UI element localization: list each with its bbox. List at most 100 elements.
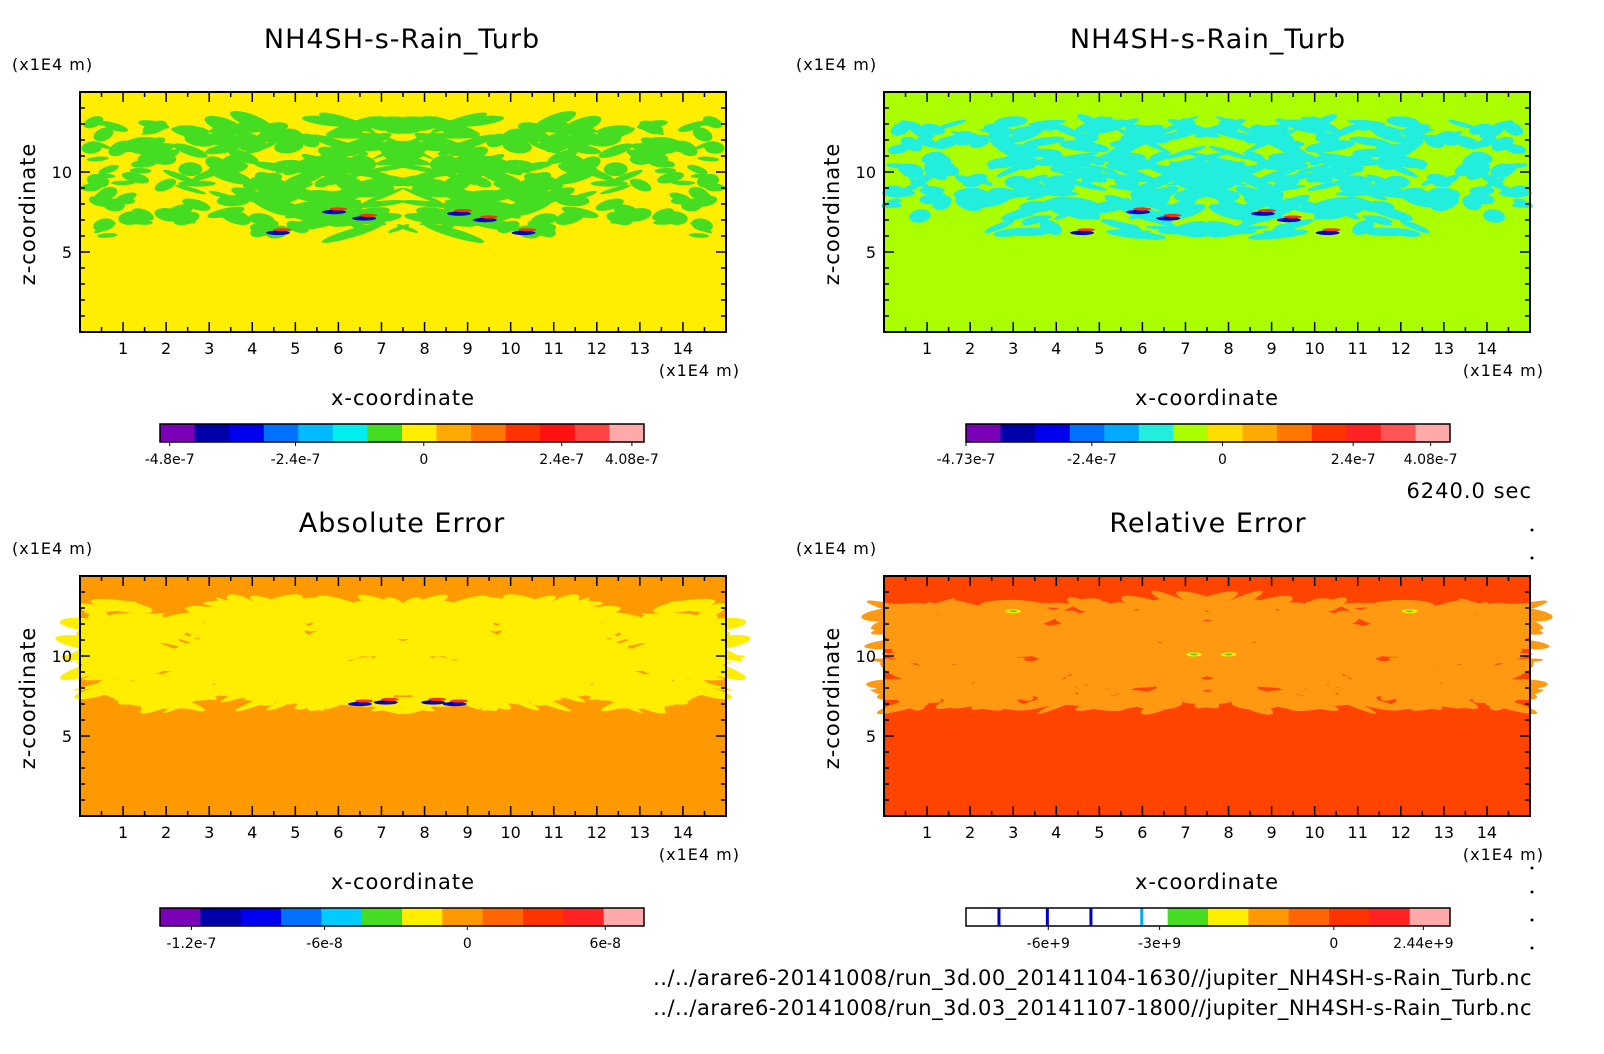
colorbar-tick-label: -4.73e-7	[937, 452, 996, 468]
colorbar-cell	[442, 908, 484, 926]
x-tick-label: 13	[1434, 823, 1454, 842]
colorbar-cell	[321, 908, 363, 926]
x-tick-label: 8	[1223, 823, 1233, 842]
colorbar-tick-label: 2.4e-7	[1331, 452, 1376, 468]
colorbar-cell	[1087, 908, 1128, 926]
x-tick-label: 9	[463, 823, 473, 842]
x-tick-label: 4	[247, 823, 257, 842]
colorbar-cell	[1104, 424, 1140, 442]
x-tick-label: 13	[630, 339, 650, 358]
y-tick-label: 10	[856, 163, 876, 182]
colorbar-cell	[1167, 908, 1209, 926]
colorbar-cell	[229, 424, 265, 442]
x-tick-label: 3	[1008, 339, 1018, 358]
x-tick-label: 11	[544, 339, 564, 358]
x-tick-label: 3	[204, 823, 214, 842]
panel-1: NH4SH-s-Rain_Turb(x1E4 m)1 2 3 4 5 6 7 8 9 10 11 12…	[12, 24, 739, 468]
x-tick-label: 6	[333, 339, 343, 358]
colorbar-tick-label: 0	[419, 452, 428, 468]
colorbar: -1.2e-7 -6e-8 0 6e-8	[159, 907, 645, 952]
x-tick-label: 12	[587, 823, 607, 842]
colorbar-cell	[505, 424, 541, 442]
colorbar-frame	[965, 907, 1451, 927]
colorbar-cell	[1277, 424, 1313, 442]
x-tick-label: 11	[544, 823, 564, 842]
margin-dot	[1530, 866, 1534, 870]
x-tick-label: 4	[1051, 339, 1061, 358]
x-tick-label: 7	[1180, 823, 1190, 842]
y-axis-label: z-coordinate	[820, 143, 844, 286]
x-tick-label: 14	[1477, 823, 1497, 842]
x-tick-label: 2	[161, 823, 171, 842]
colorbar-cell	[1409, 908, 1451, 926]
colorbar-tick-label: 4.08e-7	[605, 452, 659, 468]
y-axis-label: z-coordinate	[820, 627, 844, 770]
colorbar-cell	[436, 424, 472, 442]
colorbar-cell	[603, 908, 645, 926]
x-tick-label: 10	[1304, 823, 1324, 842]
colorbar-frame	[159, 907, 645, 927]
x-tick-label: 7	[1180, 339, 1190, 358]
colorbar: -6e+9 -3e+9 0 2.44e+9	[965, 907, 1454, 952]
colorbar-cell	[1329, 908, 1370, 926]
colorbar-cell	[1242, 424, 1278, 442]
x-tick-label: 2	[965, 823, 975, 842]
colorbar-tick-label: 4.08e-7	[1404, 452, 1458, 468]
x-tick-label: 8	[1223, 339, 1233, 358]
x-tick-label: 11	[1348, 339, 1368, 358]
heatmap-pattern	[80, 110, 726, 243]
colorbar-cell	[1046, 908, 1088, 926]
x-tick-label: 4	[247, 339, 257, 358]
colorbar-tick-label: 0	[463, 936, 472, 952]
panel-title: Relative Error	[1109, 508, 1306, 539]
file-path-2: ../../arare6-20141008/run_3d.03_20141107…	[653, 996, 1532, 1021]
margin-dot	[1530, 918, 1534, 922]
x-tick-label: 9	[1267, 823, 1277, 842]
colorbar-tick-label: -2.4e-7	[1067, 452, 1117, 468]
panel-2: NH4SH-s-Rain_Turb(x1E4 m)1 2 3 4 5 6 7 8 9 10 11 12…	[796, 24, 1544, 468]
y-tick-label: 5	[62, 727, 72, 746]
colorbar-cell	[402, 908, 443, 926]
margin-dot	[1530, 946, 1534, 950]
colorbar-tick-label: 2.4e-7	[539, 452, 584, 468]
colorbar-tick-label: 6e-8	[590, 936, 621, 952]
x-tick-label: 7	[376, 823, 386, 842]
colorbar-tick-label: -4.8e-7	[145, 452, 195, 468]
y-tick-label: 5	[866, 727, 876, 746]
x-tick-label: 2	[965, 339, 975, 358]
x-unit-label: (x1E4 m)	[1463, 361, 1544, 380]
colorbar-cell	[1035, 424, 1071, 442]
panel-title: NH4SH-s-Rain_Turb	[264, 24, 540, 55]
colorbar-cell	[1173, 424, 1209, 442]
colorbar-cell	[200, 908, 242, 926]
colorbar-cell	[1380, 424, 1416, 442]
colorbar-tick-label: -2.4e-7	[271, 452, 321, 468]
colorbar: -4.73e-7 -2.4e-7 0 2.4e-7 4.08e-7	[937, 423, 1458, 468]
x-tick-label: 12	[1391, 339, 1411, 358]
colorbar-cell	[1208, 908, 1249, 926]
colorbar-cell	[332, 424, 368, 442]
colorbar-cell	[1346, 424, 1382, 442]
colorbar-tick-label: -3e+9	[1138, 936, 1181, 952]
colorbar-frame	[965, 423, 1451, 443]
y-unit-label: (x1E4 m)	[796, 55, 877, 74]
colorbar-mark	[997, 908, 1001, 926]
panel-3: Absolute Error(x1E4 m)1 2 3 4 5 6 7 8 9 10 11 12 13 1…	[12, 508, 751, 952]
y-axis-label: z-coordinate	[16, 627, 40, 770]
colorbar-cell	[240, 908, 282, 926]
y-tick-label: 10	[52, 647, 72, 666]
colorbar-tick-label: 0	[1329, 936, 1338, 952]
margin-dot	[1530, 556, 1534, 560]
y-tick-label: 5	[866, 243, 876, 262]
colorbar-cell	[1006, 908, 1048, 926]
colorbar-tick-label: -1.2e-7	[167, 936, 217, 952]
y-unit-label: (x1E4 m)	[12, 539, 93, 558]
x-tick-label: 5	[290, 823, 300, 842]
colorbar-cell	[1311, 424, 1347, 442]
x-axis-label: x-coordinate	[331, 386, 475, 410]
y-tick-label: 10	[52, 163, 72, 182]
x-axis-label: x-coordinate	[1135, 386, 1279, 410]
colorbar-cell	[1369, 908, 1411, 926]
x-tick-label: 6	[1137, 823, 1147, 842]
colorbar-frame	[159, 423, 645, 443]
